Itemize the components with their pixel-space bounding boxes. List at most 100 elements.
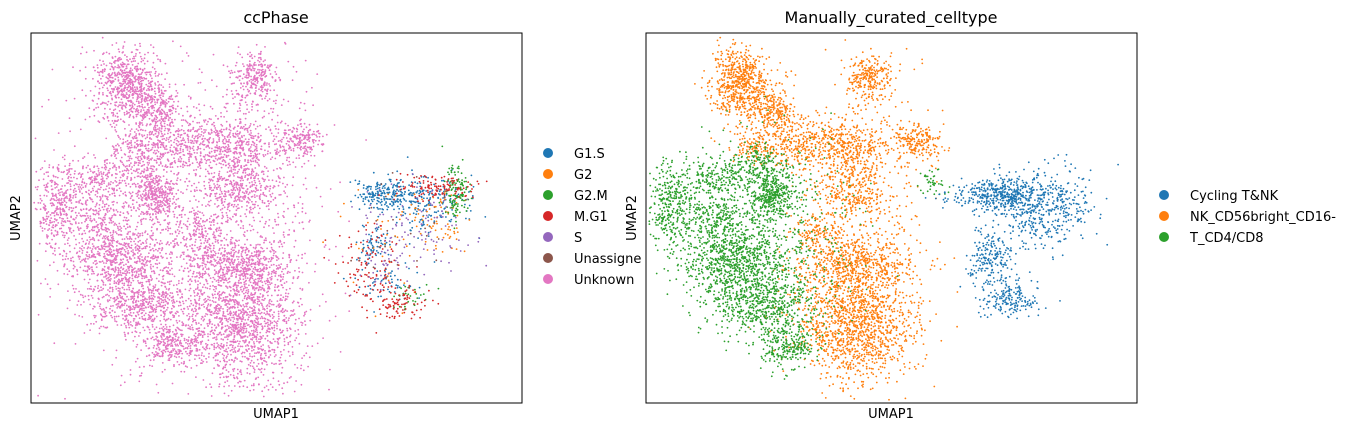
- data-point: [110, 268, 113, 271]
- data-point: [172, 210, 175, 213]
- data-point: [80, 248, 83, 250]
- data-point: [121, 61, 124, 64]
- data-point: [88, 196, 91, 199]
- data-point: [64, 204, 66, 207]
- data-point: [259, 189, 262, 192]
- data-point: [261, 90, 264, 93]
- data-point: [284, 133, 286, 136]
- data-point: [51, 238, 53, 241]
- data-point: [150, 172, 153, 175]
- data-point: [162, 95, 165, 97]
- data-point: [176, 92, 179, 94]
- data-point: [144, 129, 147, 132]
- data-point: [68, 164, 71, 167]
- data-point: [138, 310, 141, 313]
- data-point: [118, 306, 121, 308]
- data-point: [162, 325, 165, 328]
- data-point: [59, 188, 62, 191]
- data-point: [254, 181, 257, 184]
- data-point: [239, 87, 242, 89]
- data-point: [239, 53, 242, 56]
- data-point: [39, 208, 42, 211]
- data-point: [151, 300, 154, 303]
- data-point: [163, 338, 165, 341]
- data-point: [42, 222, 45, 224]
- data-point: [175, 356, 178, 359]
- data-point: [157, 206, 160, 209]
- data-point: [143, 91, 146, 94]
- data-point: [57, 168, 60, 170]
- data-point: [128, 191, 131, 194]
- data-point: [100, 197, 102, 200]
- data-point: [135, 270, 138, 273]
- data-point: [309, 136, 311, 139]
- data-point: [186, 352, 189, 355]
- data-point: [37, 185, 39, 188]
- data-point: [52, 166, 55, 168]
- data-point: [69, 185, 72, 188]
- data-point: [156, 136, 159, 139]
- data-point: [271, 76, 274, 79]
- data-point: [208, 137, 211, 140]
- data-point: [257, 59, 259, 62]
- data-point: [150, 112, 153, 115]
- data-point: [140, 267, 142, 270]
- data-point: [292, 141, 294, 143]
- data-point: [126, 284, 129, 287]
- data-point: [119, 159, 122, 162]
- data-point: [110, 264, 113, 266]
- data-point: [133, 103, 136, 106]
- data-point: [185, 255, 188, 258]
- data-point: [163, 210, 166, 213]
- data-point: [172, 348, 174, 350]
- data-point: [137, 194, 140, 196]
- data-point: [194, 335, 197, 338]
- data-point: [172, 104, 174, 107]
- data-point: [290, 149, 293, 152]
- data-point: [87, 164, 89, 167]
- data-point: [219, 150, 222, 153]
- data-point: [155, 206, 158, 209]
- data-point: [130, 157, 133, 160]
- data-point: [133, 57, 136, 60]
- data-point: [63, 273, 66, 275]
- data-point: [103, 221, 106, 224]
- data-point: [146, 108, 149, 111]
- data-point: [157, 342, 160, 345]
- data-point: [72, 189, 75, 192]
- data-point: [156, 263, 159, 265]
- data-point: [245, 85, 247, 88]
- data-point: [145, 242, 148, 244]
- data-point: [84, 270, 87, 272]
- data-point: [230, 69, 233, 72]
- data-point: [212, 296, 215, 299]
- data-point: [141, 193, 144, 196]
- data-point: [292, 147, 295, 150]
- data-point: [198, 357, 201, 360]
- data-point: [248, 138, 250, 141]
- data-point: [142, 160, 145, 163]
- data-point: [188, 158, 190, 161]
- data-point: [88, 236, 91, 239]
- data-point: [120, 324, 123, 326]
- data-point: [140, 243, 143, 246]
- data-point: [292, 135, 295, 138]
- data-point: [126, 160, 128, 162]
- data-point: [187, 152, 190, 155]
- data-point: [240, 155, 243, 157]
- data-point: [225, 127, 228, 129]
- data-point: [100, 244, 103, 247]
- data-point: [313, 139, 315, 141]
- data-point: [135, 115, 138, 118]
- data-point: [171, 302, 174, 304]
- data-point: [128, 157, 131, 160]
- data-point: [176, 183, 178, 186]
- data-point: [151, 314, 154, 317]
- data-point: [112, 305, 114, 307]
- data-point: [111, 120, 114, 122]
- data-point: [126, 93, 128, 96]
- data-point: [137, 111, 140, 114]
- data-point: [298, 144, 300, 147]
- data-point: [153, 317, 156, 320]
- data-point: [195, 186, 198, 189]
